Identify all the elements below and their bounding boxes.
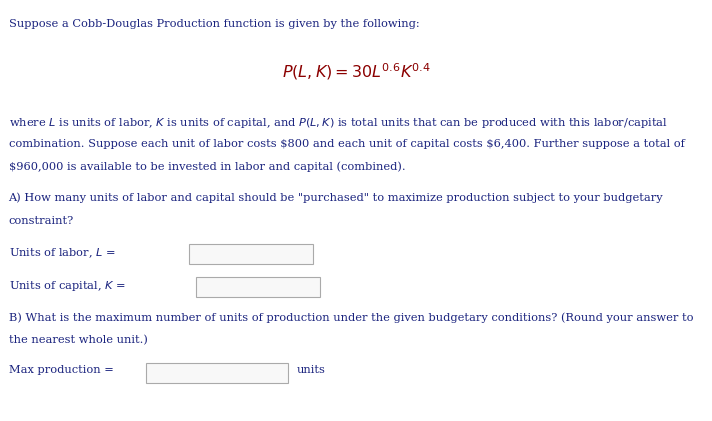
Text: B) What is the maximum number of units of production under the given budgetary c: B) What is the maximum number of units o… xyxy=(9,312,693,322)
Bar xyxy=(196,277,320,297)
Text: \$960,000 is available to be invested in labor and capital (combined).: \$960,000 is available to be invested in… xyxy=(9,161,405,172)
Text: where $L$ is units of labor, $K$ is units of capital, and $P(L, K)$ is total uni: where $L$ is units of labor, $K$ is unit… xyxy=(9,116,667,130)
Text: A) How many units of labor and capital should be "purchased" to maximize product: A) How many units of labor and capital s… xyxy=(9,193,663,203)
Text: Units of labor, $L$ =: Units of labor, $L$ = xyxy=(9,246,115,260)
Text: the nearest whole unit.): the nearest whole unit.) xyxy=(9,335,147,345)
Text: combination. Suppose each unit of labor costs \$800 and each unit of capital cos: combination. Suppose each unit of labor … xyxy=(9,139,684,149)
Bar xyxy=(189,244,313,264)
Text: Suppose a Cobb-Douglas Production function is given by the following:: Suppose a Cobb-Douglas Production functi… xyxy=(9,19,419,29)
Text: Units of capital, $K$ =: Units of capital, $K$ = xyxy=(9,279,125,293)
Text: units: units xyxy=(297,365,326,376)
Bar xyxy=(146,363,288,383)
Text: $P(L, K) = 30L^{0.6}K^{0.4}$: $P(L, K) = 30L^{0.6}K^{0.4}$ xyxy=(281,61,431,82)
Text: constraint?: constraint? xyxy=(9,216,74,226)
Text: Max production =: Max production = xyxy=(9,365,113,376)
